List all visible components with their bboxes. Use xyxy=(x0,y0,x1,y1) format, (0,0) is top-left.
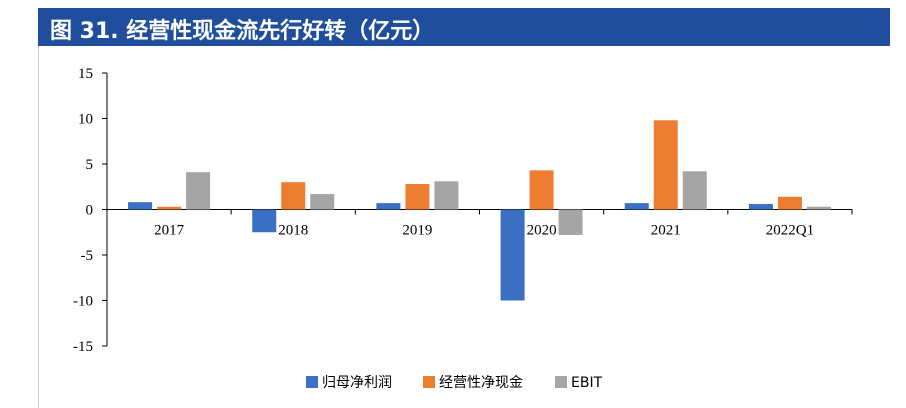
figure-title: 图 31. 经营性现金流先行好转（亿元） xyxy=(50,19,435,44)
bar xyxy=(376,203,401,210)
x-category-label: 2019 xyxy=(402,223,432,239)
bar xyxy=(624,203,649,210)
legend-label: 归母净利润 xyxy=(322,374,392,391)
frame-border xyxy=(38,46,39,408)
bar xyxy=(405,184,430,210)
legend-swatch xyxy=(423,376,435,388)
legend-label: EBIT xyxy=(571,375,603,391)
bar xyxy=(558,209,583,235)
bar xyxy=(682,171,707,210)
y-tick-label: -15 xyxy=(73,339,93,355)
y-tick-label: -5 xyxy=(81,248,94,264)
bar xyxy=(748,204,773,210)
bar xyxy=(310,194,335,210)
figure-header: 图 31. 经营性现金流先行好转（亿元） xyxy=(38,8,890,46)
bar xyxy=(281,182,306,210)
x-category-label: 2018 xyxy=(278,223,308,239)
bar xyxy=(529,170,554,210)
y-tick-label: 10 xyxy=(78,112,93,128)
y-tick-label: 15 xyxy=(78,66,93,82)
bar xyxy=(157,206,182,210)
bar xyxy=(500,209,525,301)
x-category-label: 2022Q1 xyxy=(766,223,814,239)
y-tick-label: 0 xyxy=(86,203,94,219)
bar xyxy=(434,181,459,210)
legend-swatch xyxy=(306,376,318,388)
legend-swatch xyxy=(555,376,567,388)
y-tick-label: 5 xyxy=(86,157,94,173)
legend-label: 经营性净现金 xyxy=(439,375,523,391)
x-category-label: 2021 xyxy=(651,223,681,239)
bar xyxy=(777,196,802,210)
bar xyxy=(252,209,277,233)
bar xyxy=(186,172,211,210)
x-category-label: 2017 xyxy=(154,223,185,239)
bar xyxy=(653,120,678,210)
y-tick-label: -10 xyxy=(73,294,93,310)
bar xyxy=(128,202,153,210)
bar xyxy=(806,206,831,210)
x-category-label: 2020 xyxy=(527,223,557,239)
